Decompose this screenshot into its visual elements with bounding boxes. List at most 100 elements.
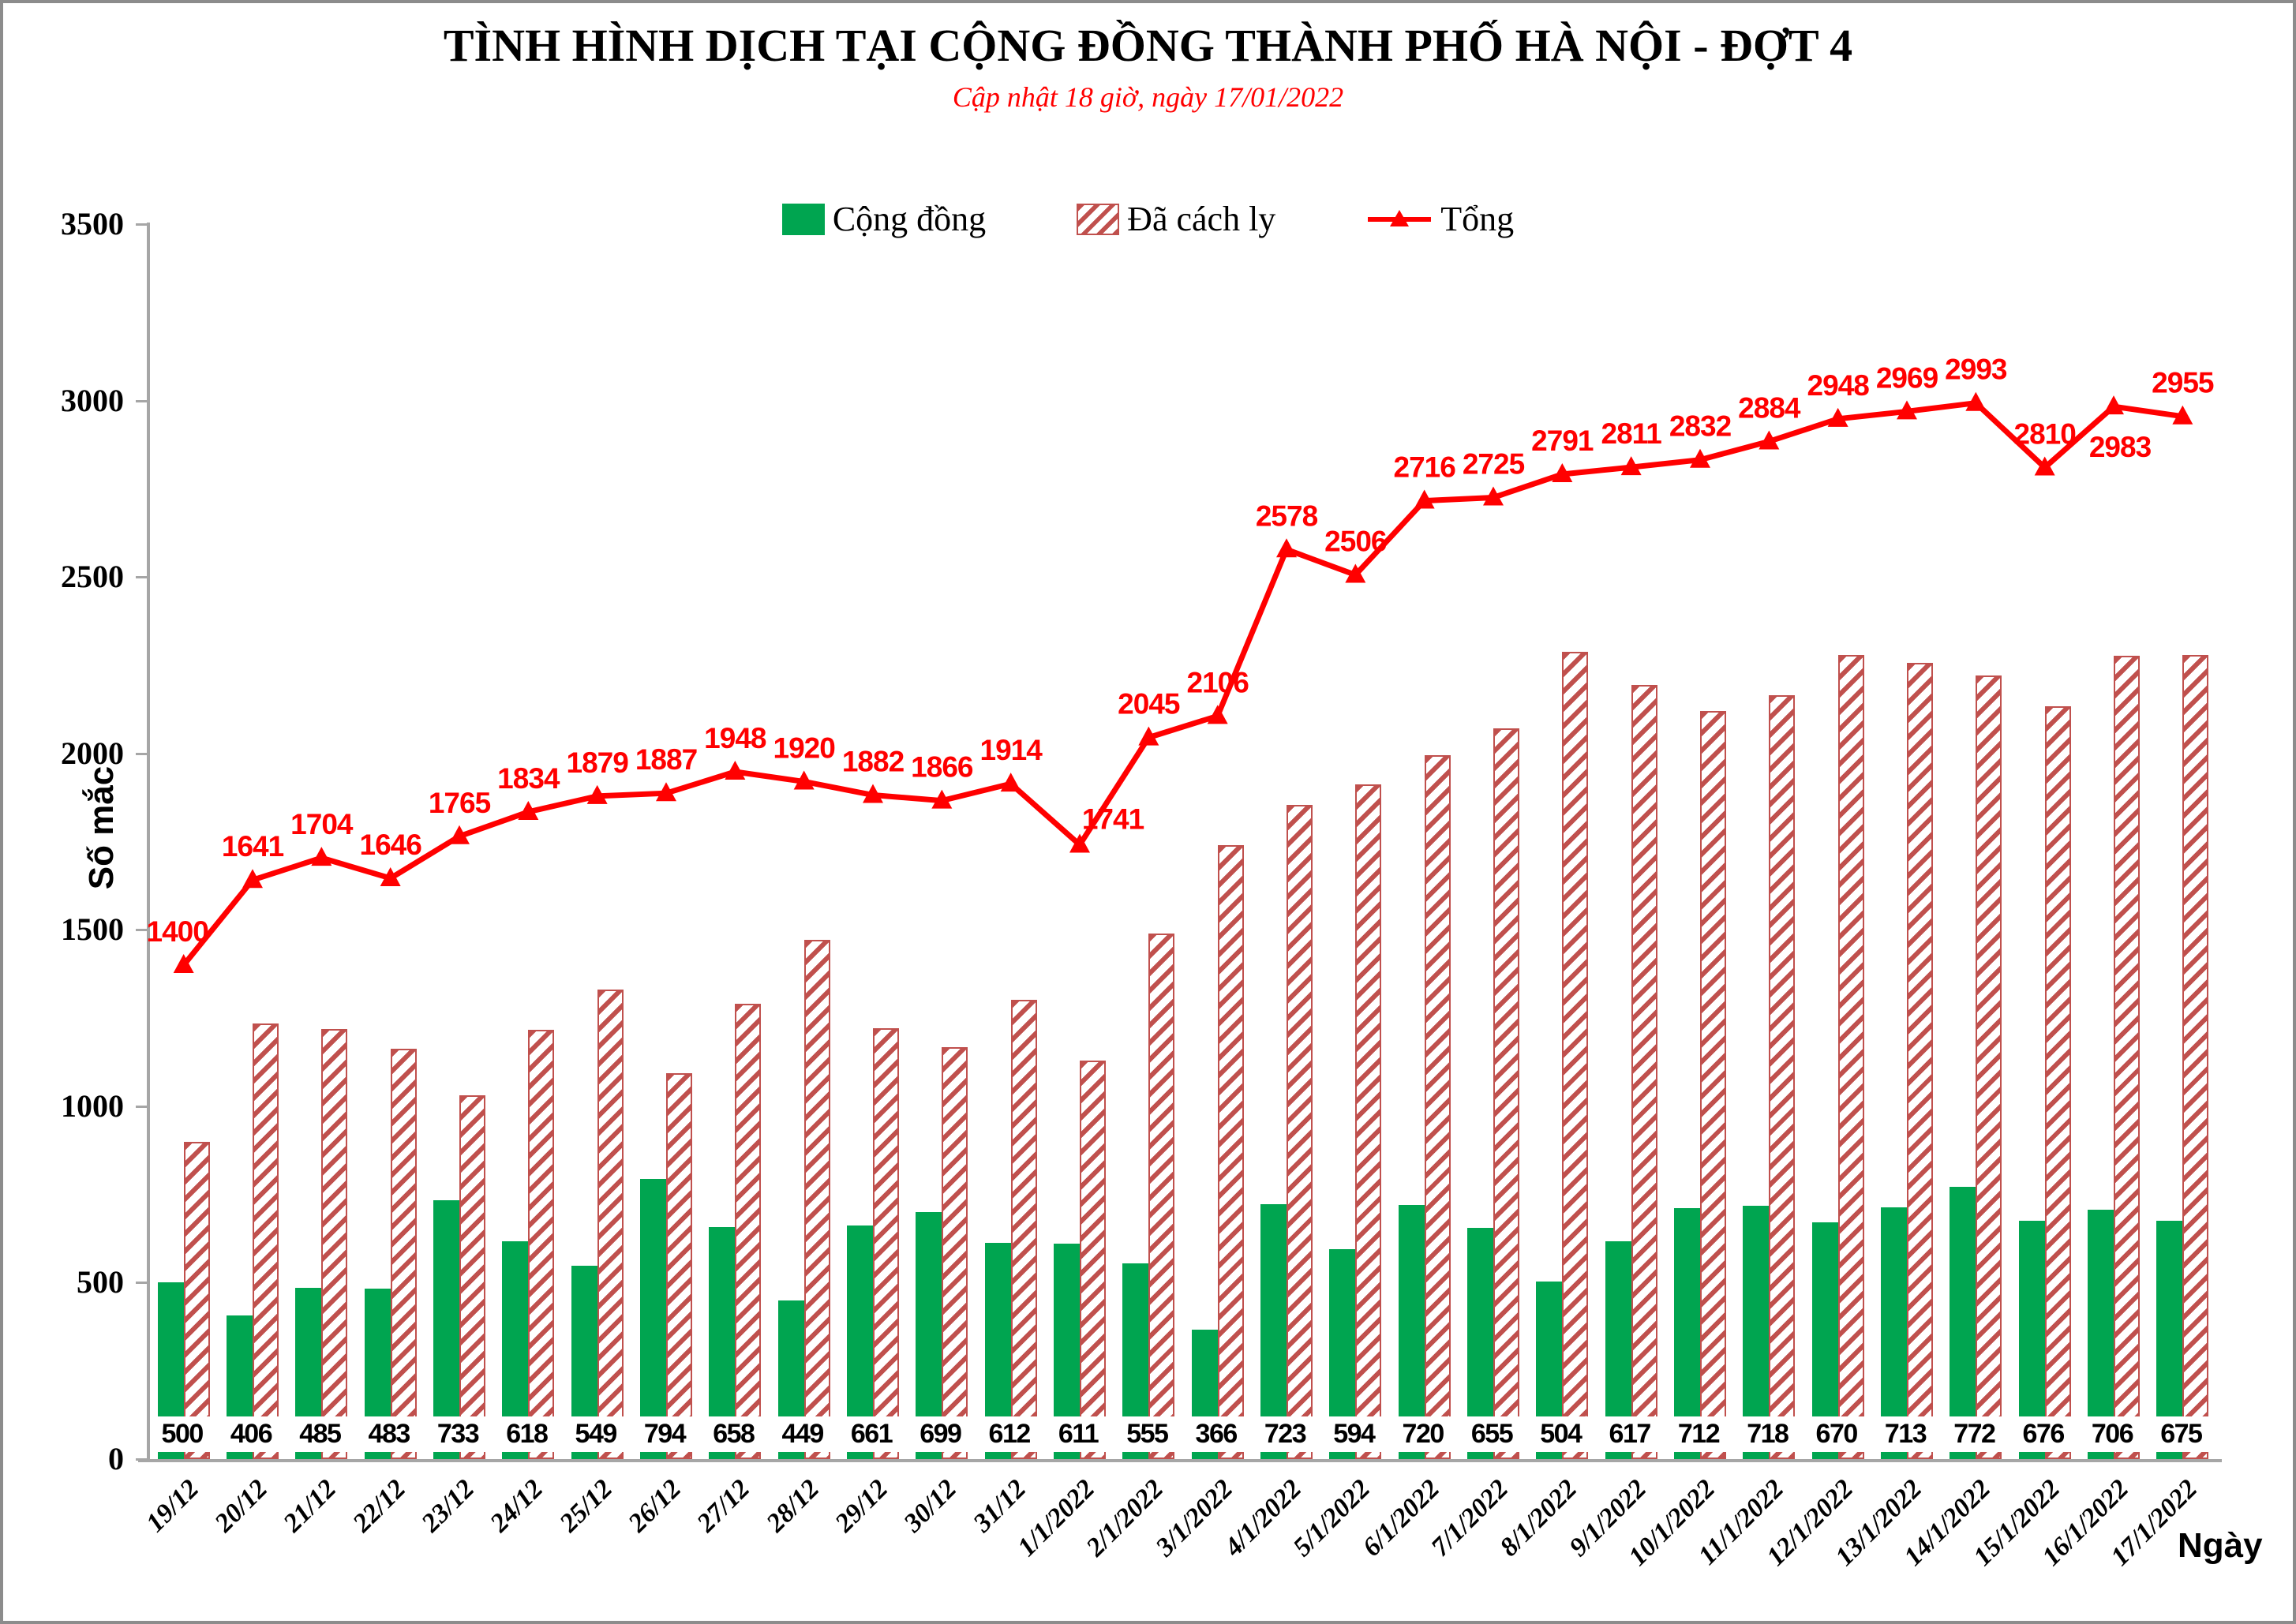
y-tick-label: 3500 [61, 206, 124, 241]
total-value-label: 2993 [1945, 354, 2007, 386]
total-line-marker [725, 760, 746, 780]
legend-label-total: Tổng [1440, 200, 1515, 238]
chart-subtitle: Cập nhật 18 giờ, ngày 17/01/2022 [952, 81, 1344, 113]
bar-quarantined [321, 1028, 348, 1459]
bar-value-label: 658 [703, 1416, 764, 1452]
total-value-label: 2832 [1669, 410, 1732, 443]
total-line-marker [1759, 430, 1780, 450]
bar-quarantined [803, 940, 830, 1459]
total-line-marker [1138, 726, 1159, 746]
total-value-label: 1400 [147, 915, 209, 948]
x-axis-title: Ngày [2178, 1526, 2263, 1565]
bar-quarantined [2114, 655, 2140, 1459]
bar-value-label: 500 [152, 1416, 212, 1452]
bar-value-label: 617 [1599, 1416, 1660, 1452]
y-tick-label: 2500 [61, 559, 124, 595]
total-line-marker [518, 800, 539, 820]
bar-quarantined [1700, 711, 1726, 1459]
bar-community [433, 1200, 459, 1459]
total-line-marker [173, 954, 194, 973]
total-value-label: 1914 [980, 734, 1043, 766]
bar-quarantined [2044, 705, 2071, 1459]
total-value-label: 1704 [290, 808, 354, 840]
y-tick-label: 0 [108, 1441, 124, 1476]
total-line-marker [380, 867, 401, 887]
bar-community [1950, 1186, 1976, 1459]
y-tick-mark [136, 929, 148, 932]
total-value-label: 1882 [842, 745, 905, 777]
total-line-marker [2103, 395, 2124, 415]
bar-quarantined [183, 1141, 210, 1459]
bar-community [640, 1178, 666, 1459]
bar-quarantined [666, 1073, 692, 1459]
total-line-marker [1000, 773, 1021, 792]
bar-quarantined [1562, 652, 1589, 1459]
total-value-label: 2791 [1531, 425, 1594, 457]
community-swatch-icon [781, 203, 825, 235]
total-line-marker [2172, 405, 2193, 425]
y-tick-mark [136, 1282, 148, 1285]
total-line-marker [311, 847, 332, 866]
bar-value-label: 618 [496, 1416, 557, 1452]
total-value-label: 1646 [360, 829, 422, 861]
bar-value-label: 676 [2013, 1416, 2073, 1452]
bar-value-label: 675 [2151, 1416, 2212, 1452]
bar-value-label: 720 [1392, 1416, 1453, 1452]
bar-value-label: 794 [635, 1416, 695, 1452]
y-tick-mark [136, 399, 148, 402]
total-line-marker [1620, 456, 1642, 476]
total-value-label: 2045 [1118, 688, 1180, 720]
total-line-swatch-icon [1368, 209, 1432, 226]
bar-quarantined [1355, 784, 1382, 1459]
total-line-marker [1207, 705, 1228, 724]
bar-value-label: 706 [2082, 1416, 2142, 1452]
total-line-marker [242, 869, 263, 889]
total-line-marker [449, 825, 470, 844]
bar-value-label: 670 [1806, 1416, 1867, 1452]
chart-title: TÌNH HÌNH DỊCH TẠI CỘNG ĐỒNG THÀNH PHỐ H… [443, 20, 1853, 71]
total-value-label: 2811 [1601, 417, 1662, 450]
total-line-marker [586, 784, 608, 804]
bar-quarantined [873, 1028, 899, 1459]
legend-item-community: Cộng đồng [781, 199, 986, 239]
total-line-marker [1483, 486, 1504, 506]
total-line-marker [1827, 407, 1848, 427]
total-line-marker [1069, 833, 1090, 853]
bar-quarantined [1217, 844, 1244, 1459]
bar-quarantined [942, 1047, 968, 1459]
total-line-marker [656, 782, 676, 802]
legend-item-total: Tổng [1366, 199, 1514, 239]
y-tick-mark [136, 1458, 148, 1461]
total-line-marker [1414, 489, 1435, 509]
bar-value-label: 699 [910, 1416, 971, 1452]
y-tick-mark [136, 752, 148, 755]
total-line-marker [1897, 400, 1917, 420]
total-line-marker [863, 784, 883, 803]
plot-area: Số mắc 0 500 1000 1500 2000 2500 3000 3500 500 4… [61, 206, 2222, 1572]
total-value-label: 1741 [1082, 803, 1144, 836]
bar-quarantined [1493, 728, 1519, 1459]
bar-quarantined [1080, 1060, 1106, 1459]
bar-quarantined [459, 1095, 485, 1459]
bar-quarantined [1148, 933, 1175, 1459]
total-value-label: 1879 [567, 747, 629, 779]
total-value-label: 2969 [1876, 361, 1938, 394]
bar-quarantined [1631, 684, 1657, 1459]
total-line-marker [1552, 463, 1573, 483]
total-value-label: 2578 [1256, 500, 1318, 532]
bar-value-label: 718 [1737, 1416, 1798, 1452]
total-line-marker [1345, 563, 1366, 583]
total-line-marker [2034, 456, 2055, 476]
y-tick-label: 500 [77, 1264, 124, 1300]
bar-quarantined [1769, 694, 1796, 1459]
bar-value-label: 449 [772, 1416, 833, 1452]
total-value-label: 2716 [1394, 451, 1456, 484]
total-value-label: 1641 [222, 830, 284, 863]
legend-label-quarantined: Đã cách ly [1127, 200, 1276, 238]
bar-value-label: 406 [221, 1416, 281, 1452]
bar-value-label: 483 [358, 1416, 419, 1452]
total-line-marker [1276, 538, 1297, 558]
bar-value-label: 549 [565, 1416, 626, 1452]
total-value-label: 1948 [704, 722, 766, 754]
bar-value-label: 485 [290, 1416, 350, 1452]
